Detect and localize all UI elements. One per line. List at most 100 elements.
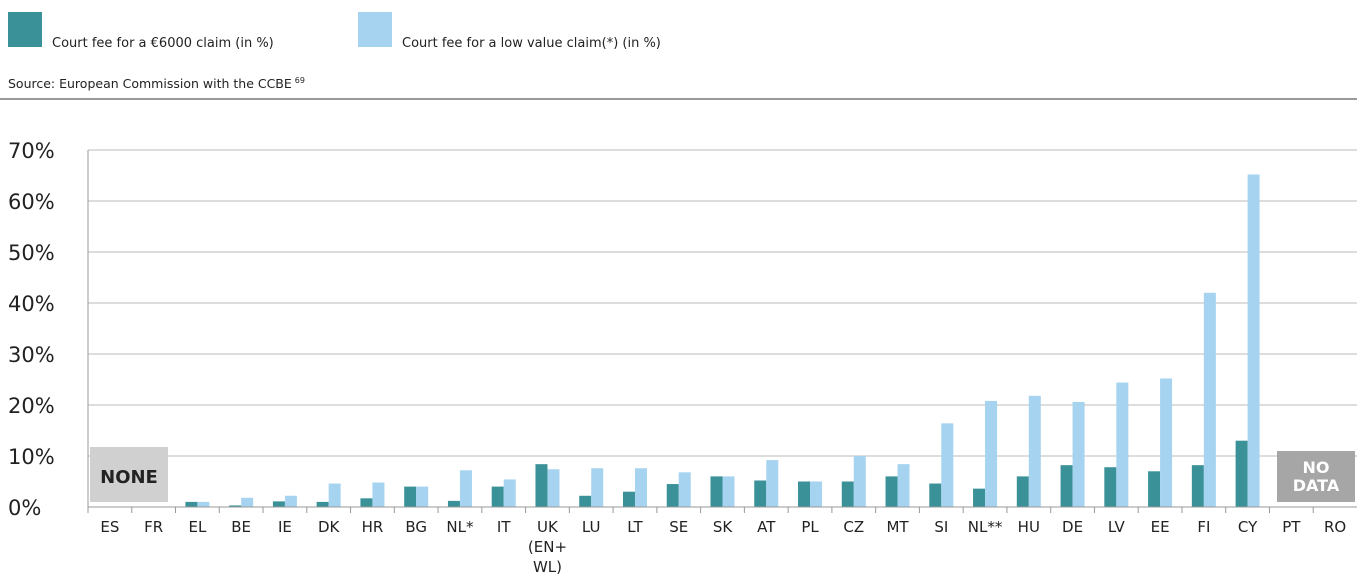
x-tick-label: LU — [582, 518, 601, 536]
bar — [798, 481, 811, 507]
source-text: Source: European Commission with the CCB… — [8, 76, 292, 91]
bar — [710, 476, 723, 507]
bar — [885, 476, 898, 507]
x-tick-label-line: UK — [537, 518, 559, 536]
bar — [284, 495, 297, 507]
x-tick-label: NL* — [446, 518, 474, 536]
x-tick-label: RO — [1324, 518, 1346, 536]
bar — [1116, 382, 1129, 507]
bar — [503, 479, 516, 507]
bar — [1247, 174, 1260, 508]
legend-swatch — [358, 12, 392, 47]
bar — [754, 480, 767, 507]
bar — [416, 486, 429, 507]
y-tick-label: 10% — [8, 445, 55, 469]
bar — [459, 470, 472, 507]
x-tick-label: IT — [497, 518, 511, 536]
x-tick-label: PL — [801, 518, 819, 536]
annotation-box — [90, 447, 168, 502]
bar — [853, 456, 866, 507]
bar — [328, 483, 341, 507]
x-tick-label: BE — [231, 518, 251, 536]
annotation-box — [1277, 451, 1355, 502]
bar — [666, 484, 679, 507]
x-tick-label: BG — [405, 518, 427, 536]
source-note: 69 — [295, 76, 305, 85]
bar — [272, 501, 285, 507]
x-tick-label: ES — [100, 518, 119, 536]
x-tick-label: EE — [1151, 518, 1170, 536]
bar — [897, 464, 910, 507]
legend-swatch — [8, 12, 42, 47]
bar — [678, 472, 691, 507]
legend-label: Court fee for a low value claim(*) (in %… — [402, 36, 661, 51]
x-tick-label: EL — [188, 518, 206, 536]
y-tick-label: 0% — [8, 496, 41, 520]
legend-label: Court fee for a €6000 claim (in %) — [52, 36, 274, 51]
bar — [841, 481, 854, 507]
bar — [404, 486, 417, 507]
bar — [229, 505, 242, 507]
x-tick-label: HU — [1018, 518, 1040, 536]
bar — [1148, 471, 1161, 507]
x-tick-label: MT — [886, 518, 909, 536]
x-tick-label: UK (EN+ WL) — [528, 518, 567, 576]
x-tick-label: LV — [1108, 518, 1126, 536]
bar — [1060, 465, 1073, 507]
x-tick-label-line: (EN+ — [528, 538, 567, 556]
bar — [547, 469, 560, 507]
bar — [360, 498, 373, 507]
x-tick-label: FR — [144, 518, 163, 536]
y-tick-label: 50% — [8, 241, 55, 265]
bar — [1160, 378, 1173, 507]
y-tick-label: 30% — [8, 343, 55, 367]
bar — [591, 468, 604, 507]
bar — [447, 500, 460, 507]
source: Source: European Commission with the CCB… — [8, 76, 305, 91]
bar — [1028, 395, 1041, 507]
annotation-line: DATA — [1293, 476, 1340, 495]
bar — [1104, 467, 1117, 507]
bar — [197, 501, 210, 507]
x-tick-label: DE — [1062, 518, 1083, 536]
bar — [579, 495, 592, 507]
bar — [766, 460, 779, 507]
x-tick-label: SI — [934, 518, 948, 536]
bar — [1016, 476, 1029, 507]
bar — [1191, 465, 1204, 507]
annotation: NO DATA — [1293, 458, 1340, 495]
x-tick-label: HR — [362, 518, 384, 536]
bar — [1235, 440, 1248, 507]
x-tick-label: PT — [1282, 518, 1301, 536]
bar — [491, 486, 504, 507]
x-tick-label: SK — [713, 518, 734, 536]
bar — [622, 491, 635, 507]
bar — [241, 497, 254, 507]
x-tick-label: NL** — [968, 518, 1003, 536]
bar — [185, 501, 198, 507]
bar — [985, 400, 998, 507]
bar — [316, 501, 329, 507]
x-tick-label: FI — [1197, 518, 1210, 536]
bar — [973, 488, 986, 507]
x-tick-label: LT — [627, 518, 643, 536]
x-tick-label: CY — [1238, 518, 1258, 536]
bar — [1072, 401, 1085, 507]
bar — [929, 483, 942, 507]
bar — [535, 464, 548, 507]
bar — [1203, 292, 1216, 507]
bar — [722, 476, 735, 507]
bar — [372, 482, 385, 507]
x-tick-label: AT — [757, 518, 776, 536]
bar — [634, 468, 647, 507]
x-tick-label: SE — [669, 518, 688, 536]
bar — [941, 423, 954, 507]
y-tick-label: 70% — [8, 139, 55, 163]
x-tick-label: DK — [318, 518, 341, 536]
y-tick-label: 60% — [8, 190, 55, 214]
y-tick-label: 20% — [8, 394, 55, 418]
x-tick-label: CZ — [843, 518, 864, 536]
x-tick-label-line: WL) — [533, 558, 562, 576]
y-tick-label: 40% — [8, 292, 55, 316]
